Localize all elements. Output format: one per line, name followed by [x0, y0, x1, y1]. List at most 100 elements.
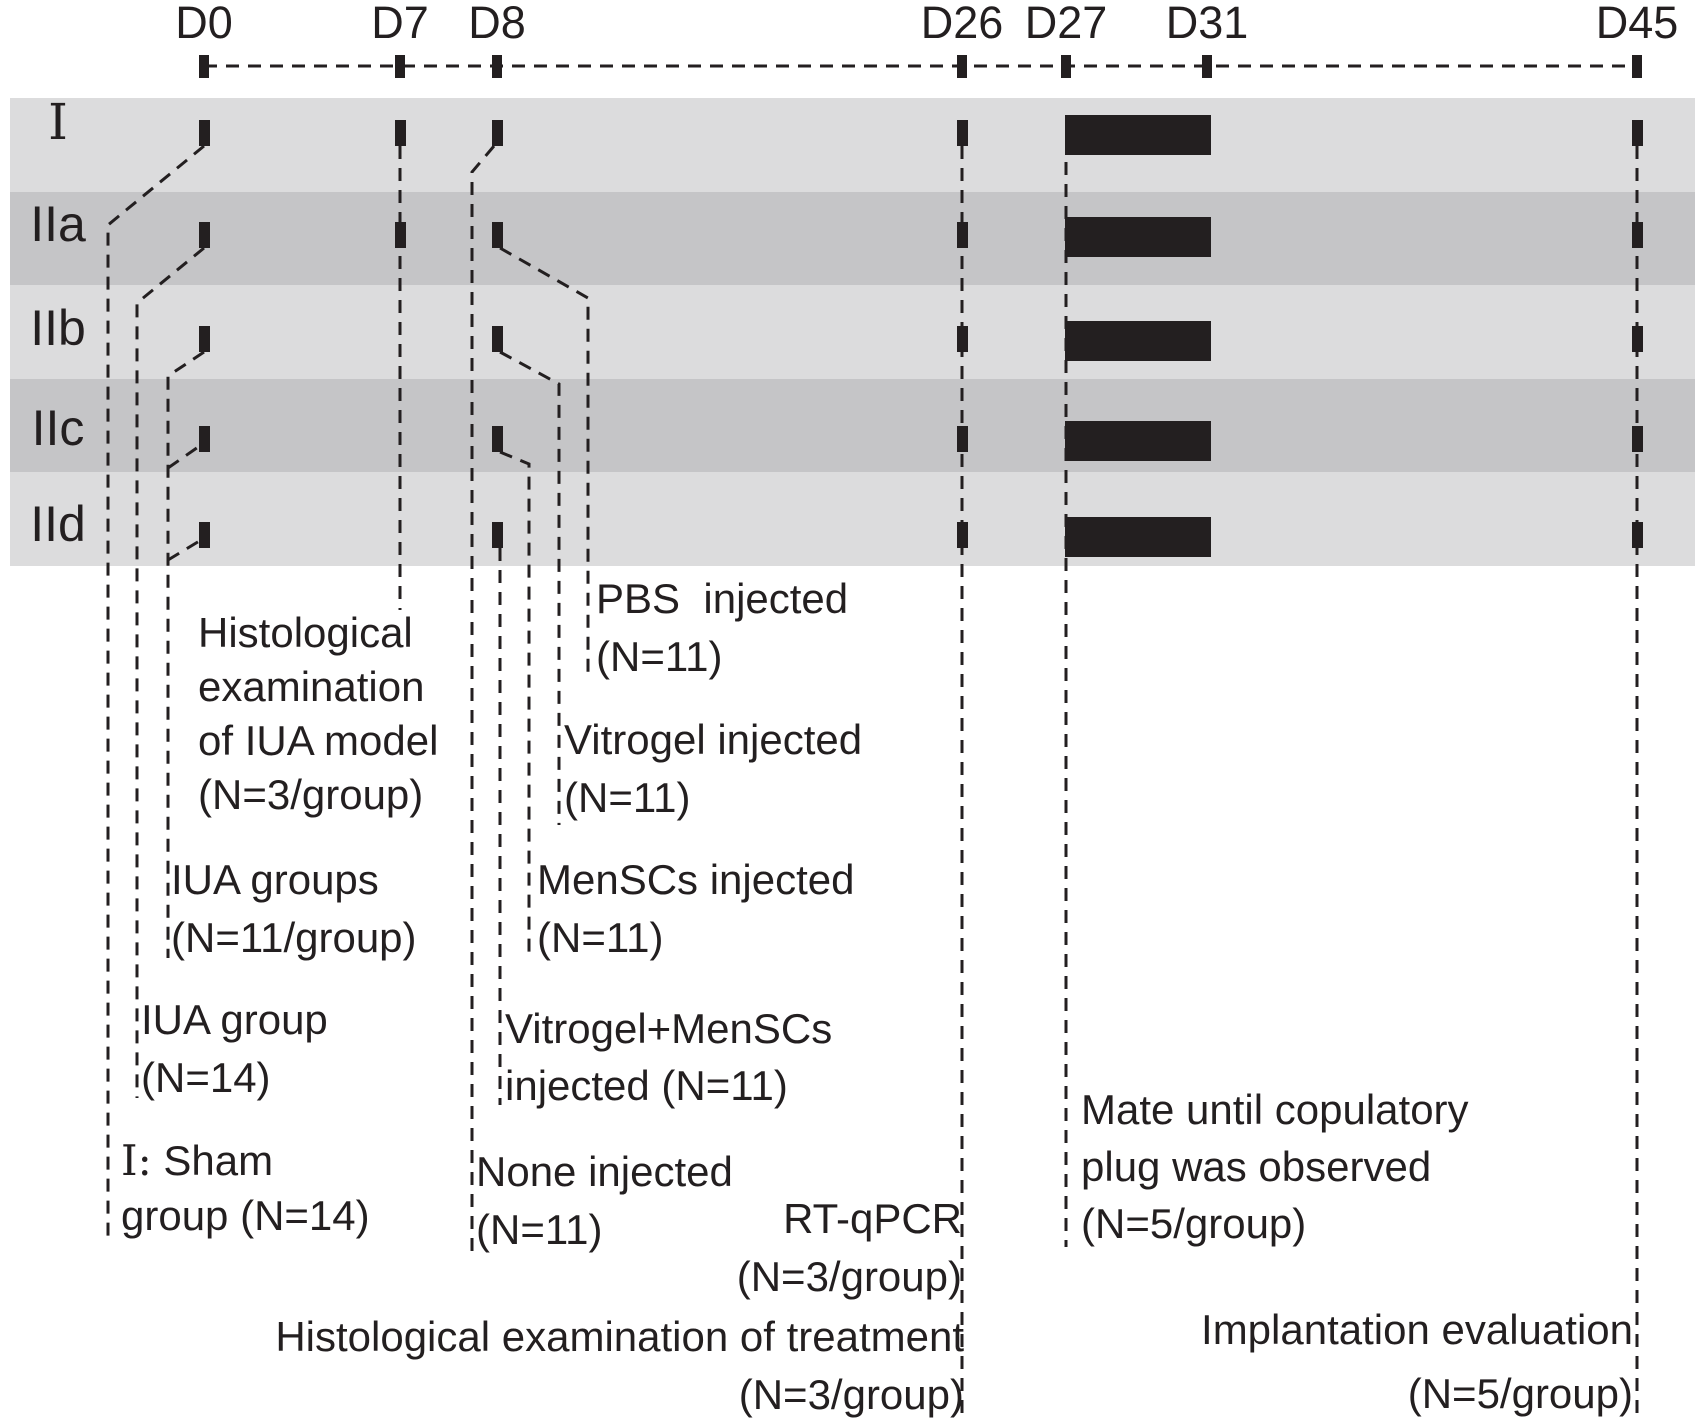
annotation-iua-groups: IUA groups (N=11/group) — [171, 851, 417, 967]
row-label-IId: IId — [30, 496, 86, 552]
annotation-mate-line-1: Mate until copulatory — [1081, 1086, 1469, 1133]
tick-IIa-D26 — [956, 222, 968, 248]
annotation-none: None injected (N=11) — [476, 1143, 733, 1259]
annotation-implantation: Implantation evaluation (N=5/group) — [1201, 1298, 1633, 1422]
annotation-hist-iua-line-4: (N=3/group) — [198, 771, 424, 818]
tick-I-D0 — [198, 120, 210, 146]
annotation-sham-line-2: group (N=14) — [121, 1192, 370, 1239]
annotation-mate: Mate until copulatory plug was observed (N… — [1081, 1081, 1469, 1252]
day-label-D31: D31 — [1165, 0, 1249, 48]
mating-bar-IIa — [1065, 217, 1211, 257]
timeline-tick-D31 — [1202, 55, 1212, 78]
tick-IIc-D8 — [491, 426, 503, 452]
tick-I-D45 — [1631, 120, 1643, 146]
annotation-hist-treatment-line-1: Histological examination of treatment — [275, 1313, 964, 1360]
annotation-menscs-line-1: MenSCs injected — [537, 856, 855, 903]
annotation-vitrogel-menscs-line-2: injected (N=11) — [505, 1062, 788, 1109]
day-label-D45: D45 — [1595, 0, 1679, 48]
tick-IIa-D0 — [198, 222, 210, 248]
day-label-D0: D0 — [175, 0, 233, 48]
annotation-implantation-line-2: (N=5/group) — [1407, 1370, 1633, 1417]
tick-IIa-D7 — [394, 222, 406, 248]
annotation-hist-treatment-line-2: (N=3/group) — [738, 1371, 964, 1418]
tick-IIc-D45 — [1631, 426, 1643, 452]
tick-I-D8 — [491, 120, 503, 146]
annotation-hist-iua: Histological examination of IUA model (N=3/… — [198, 606, 438, 822]
annotation-mate-line-3: (N=5/group) — [1081, 1200, 1307, 1247]
annotation-pbs: PBS injected (N=11) — [596, 570, 848, 686]
annotation-mate-line-2: plug was observed — [1081, 1143, 1432, 1190]
timeline-tick-D26 — [957, 55, 967, 78]
mating-bar-IIc — [1065, 421, 1211, 461]
annotation-hist-iua-line-1: Histological — [198, 609, 413, 656]
timeline-tick-D27 — [1061, 55, 1071, 78]
annotation-vitrogel-menscs: Vitrogel+MenSCs injected (N=11) — [505, 1000, 832, 1114]
timeline-tick-D7 — [395, 55, 405, 78]
tick-IIc-D26 — [956, 426, 968, 452]
annotation-iua-group-line-2: (N=14) — [141, 1054, 271, 1101]
tick-IId-D26 — [956, 522, 968, 548]
annotation-iua-groups-line-1: IUA groups — [171, 856, 379, 903]
connector-none-injected — [470, 145, 496, 1252]
timeline-tick-D45 — [1632, 55, 1642, 78]
annotation-iua-group: IUA group (N=14) — [141, 991, 328, 1107]
tick-I-D7 — [394, 120, 406, 146]
connector-iua-group — [135, 246, 205, 1098]
day-label-D7: D7 — [371, 0, 429, 48]
annotation-none-line-2: (N=11) — [476, 1206, 603, 1253]
annotation-rt-qpcr-line-1: RT-qPCR — [783, 1195, 962, 1242]
row-label-IIb: IIb — [30, 300, 86, 356]
day-label-D8: D8 — [468, 0, 526, 48]
connector-pbs-injected — [499, 246, 590, 680]
row-label-IIc: IIc — [31, 400, 85, 456]
row-band-IId — [10, 472, 1695, 566]
annotation-implantation-line-1: Implantation evaluation — [1201, 1306, 1633, 1353]
annotation-pbs-line-1: PBS injected — [596, 575, 849, 622]
annotation-rt-qpcr: RT-qPCR (N=3/group) — [737, 1190, 962, 1306]
tick-IIa-D45 — [1631, 222, 1643, 248]
annotation-sham-line-1: I: Sham — [121, 1136, 274, 1185]
row-band-IIc — [10, 378, 1695, 473]
timeline-tick-D8 — [492, 55, 502, 78]
row-band-IIb — [10, 285, 1695, 379]
annotation-vitrogel: Vitrogel injected (N=11) — [564, 711, 862, 827]
annotation-menscs: MenSCs injected (N=11) — [537, 851, 854, 967]
annotation-none-line-1: None injected — [476, 1148, 733, 1195]
annotation-rt-qpcr-line-2: (N=3/group) — [736, 1253, 962, 1300]
tick-IIb-D0 — [198, 326, 210, 352]
spur-IIc-d0 — [167, 443, 202, 470]
tick-IIb-D26 — [956, 326, 968, 352]
connector-vitrogel-injected — [499, 350, 561, 825]
mating-bar-IId — [1065, 517, 1211, 557]
tick-IId-D8 — [491, 522, 503, 548]
row-band-I — [10, 98, 1695, 192]
timeline-tick-D0 — [199, 55, 209, 78]
annotation-vitrogel-line-2: (N=11) — [564, 774, 691, 821]
tick-IIb-D8 — [491, 326, 503, 352]
mating-bar-IIb — [1065, 321, 1211, 361]
annotation-vitrogel-menscs-line-1: Vitrogel+MenSCs — [505, 1005, 833, 1052]
connector-menscs-injected — [499, 450, 531, 957]
annotation-pbs-line-2: (N=11) — [596, 633, 723, 680]
tick-IIc-D0 — [198, 426, 210, 452]
annotation-iua-group-line-1: IUA group — [141, 996, 328, 1043]
annotation-sham: I: Sham group (N=14) — [121, 1133, 370, 1243]
tick-I-D26 — [956, 120, 968, 146]
day-label-D27: D27 — [1024, 0, 1108, 48]
row-label-IIa: IIa — [30, 196, 86, 252]
row-band-IIa — [10, 191, 1695, 286]
spur-IId-d0 — [167, 538, 202, 562]
day-label-D26: D26 — [920, 0, 1004, 48]
row-label-I: I — [48, 93, 68, 151]
annotation-vitrogel-line-1: Vitrogel injected — [564, 716, 863, 763]
annotation-hist-treatment: Histological examination of treatment (N=… — [275, 1308, 964, 1422]
annotation-hist-iua-line-2: examination — [198, 663, 425, 710]
tick-IId-D45 — [1631, 522, 1643, 548]
annotation-hist-iua-line-3: of IUA model — [198, 717, 439, 764]
annotation-menscs-line-2: (N=11) — [537, 914, 664, 961]
